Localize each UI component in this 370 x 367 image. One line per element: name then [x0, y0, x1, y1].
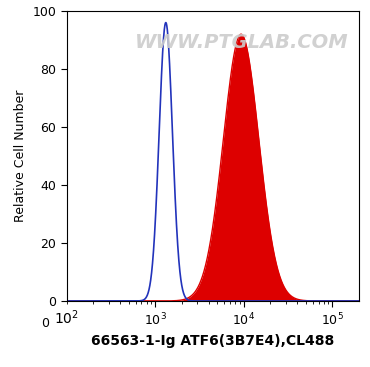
X-axis label: 66563-1-Ig ATF6(3B7E4),CL488: 66563-1-Ig ATF6(3B7E4),CL488 — [91, 334, 334, 348]
Y-axis label: Relative Cell Number: Relative Cell Number — [14, 90, 27, 222]
Text: WWW.PTGLAB.COM: WWW.PTGLAB.COM — [135, 33, 349, 52]
Text: 0: 0 — [41, 317, 49, 330]
